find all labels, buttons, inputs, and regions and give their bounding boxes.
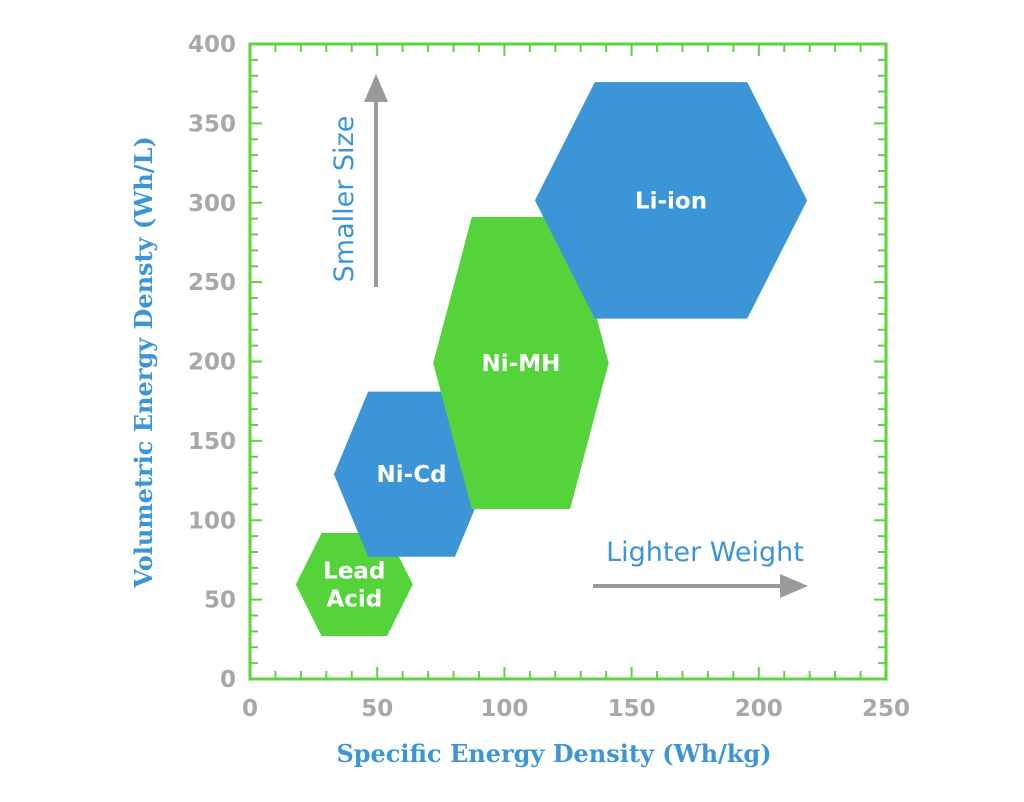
- x-tick-label: 0: [242, 696, 258, 722]
- plot-frame: [248, 42, 888, 681]
- y-tick-label: 0: [220, 667, 236, 693]
- y-tick-label: 100: [188, 508, 236, 534]
- right-arrow-icon: [780, 574, 808, 598]
- lighter-weight-label: Lighter Weight: [606, 537, 804, 568]
- region-lead-acid: [295, 532, 413, 637]
- x-tick-label: 100: [480, 696, 528, 722]
- smaller-size-annotation: Smaller Size: [329, 74, 388, 287]
- y-tick-labels: 0 50 100 150 200 250 300 350 400: [188, 32, 236, 693]
- y-tick-label: 300: [188, 191, 236, 217]
- region-label-lead-acid: Acid: [326, 587, 382, 613]
- y-tick-label: 350: [188, 111, 236, 137]
- y-tick-label: 50: [204, 588, 236, 614]
- region-label-lead-acid: Lead: [323, 559, 385, 585]
- y-axis-title: Volumetric Energy Densty (Wh/L): [129, 136, 158, 588]
- x-tick-label: 250: [862, 696, 910, 722]
- region-ni-cd: [333, 391, 490, 557]
- y-tick-label: 400: [188, 32, 236, 58]
- up-arrow-icon: [364, 74, 388, 102]
- region-ni-mh: [433, 217, 609, 510]
- region-label-ni-cd: Ni-Cd: [377, 462, 447, 488]
- y-tick-label: 250: [188, 270, 236, 296]
- region-label-li-ion: Li-ion: [635, 188, 707, 214]
- y-tick-label: 200: [188, 350, 236, 376]
- x-tick-label: 50: [361, 696, 393, 722]
- region-label-ni-mh: Ni-MH: [482, 351, 561, 377]
- x-axis-title: Specific Energy Density (Wh/kg): [336, 739, 771, 768]
- x-tick-labels: 0 50 100 150 200 250: [242, 696, 910, 722]
- x-tick-label: 200: [735, 696, 783, 722]
- smaller-size-label: Smaller Size: [329, 116, 360, 283]
- lighter-weight-annotation: Lighter Weight: [593, 537, 808, 598]
- region-li-ion: [534, 82, 808, 319]
- x-tick-label: 150: [608, 696, 656, 722]
- y-tick-label: 150: [188, 429, 236, 455]
